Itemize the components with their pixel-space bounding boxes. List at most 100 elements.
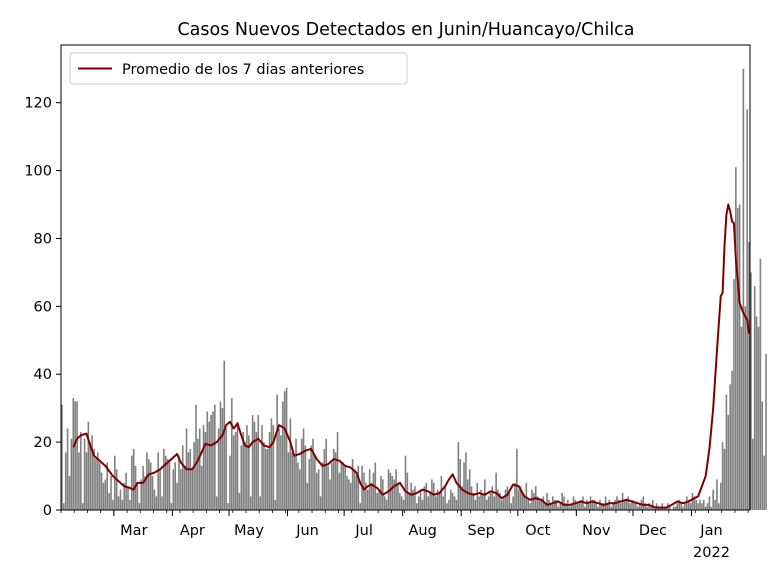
daily-case-bar	[499, 493, 501, 510]
daily-case-bar	[521, 493, 524, 510]
daily-case-bar	[80, 431, 82, 510]
x-axis: Mar Apr May Jun Jul Aug Sep Oct Nov Dec Jan 2022	[60, 510, 749, 561]
daily-case-bar	[234, 431, 237, 510]
daily-case-bar	[102, 482, 105, 510]
daily-case-bar	[151, 476, 154, 510]
daily-case-bar	[221, 408, 224, 510]
daily-case-bar	[584, 506, 586, 510]
daily-case-bar	[114, 455, 116, 510]
daily-case-bar	[261, 425, 263, 510]
daily-case-bar	[389, 472, 392, 510]
daily-case-bar	[106, 462, 109, 510]
daily-case-bar	[517, 489, 520, 510]
daily-case-bar	[497, 489, 499, 510]
daily-case-bar	[510, 503, 513, 510]
daily-case-bar	[466, 479, 469, 510]
daily-case-bar	[765, 353, 767, 510]
daily-case-bar	[144, 476, 146, 510]
daily-case-bar	[248, 435, 250, 510]
daily-case-bar	[272, 425, 275, 510]
daily-case-bar	[623, 499, 626, 510]
daily-case-bar	[736, 207, 739, 511]
daily-case-bar	[576, 503, 579, 510]
daily-case-bar	[331, 462, 333, 510]
daily-case-bar	[565, 503, 567, 510]
daily-case-bar	[544, 503, 546, 510]
daily-case-bar	[244, 442, 246, 510]
daily-case-bar	[425, 482, 428, 510]
daily-case-bar	[695, 499, 697, 510]
daily-case-bar	[444, 486, 446, 510]
daily-case-bar	[223, 360, 226, 510]
x-tick-label: Nov	[582, 523, 611, 539]
daily-case-bar	[115, 469, 118, 510]
daily-case-bar	[502, 496, 505, 510]
daily-case-bar	[546, 493, 548, 510]
x-tick-label: Sep	[468, 523, 495, 539]
daily-case-bar	[63, 503, 65, 510]
daily-case-bar	[417, 496, 420, 510]
daily-case-bar	[157, 452, 160, 510]
daily-case-bar	[298, 469, 301, 510]
daily-case-bar	[680, 503, 682, 510]
daily-case-bar	[453, 496, 456, 510]
daily-case-bar	[438, 493, 441, 510]
daily-case-bar	[702, 499, 705, 510]
daily-case-bar	[614, 499, 616, 510]
daily-case-bar	[370, 482, 373, 510]
daily-case-bar	[93, 448, 95, 510]
daily-case-bar	[687, 499, 690, 510]
y-tick-label: 0	[43, 503, 52, 519]
daily-case-bar	[578, 503, 580, 510]
daily-case-bar	[742, 68, 745, 510]
daily-case-bar	[678, 499, 681, 510]
daily-case-bar	[321, 462, 324, 510]
daily-case-bar	[553, 499, 556, 510]
daily-case-bar	[255, 431, 258, 510]
daily-case-bar	[163, 448, 165, 510]
daily-case-bar	[181, 445, 184, 510]
daily-case-bar	[170, 503, 173, 510]
daily-case-bar	[448, 499, 450, 510]
daily-case-bar	[187, 452, 190, 510]
daily-case-bar	[591, 499, 594, 510]
daily-case-bar	[276, 394, 278, 510]
daily-case-bar	[712, 489, 714, 510]
daily-case-bar	[646, 506, 648, 510]
daily-case-bar	[117, 496, 120, 510]
daily-case-bar	[433, 482, 435, 510]
daily-case-bar	[308, 459, 311, 510]
daily-case-bar	[429, 493, 431, 510]
daily-case-bar	[193, 442, 195, 510]
daily-case-bar	[344, 465, 346, 510]
daily-case-bar	[365, 482, 367, 510]
daily-case-bar	[416, 503, 418, 510]
daily-case-bar	[68, 476, 71, 510]
daily-case-bar	[291, 452, 294, 510]
daily-case-bar	[246, 425, 248, 510]
daily-case-bar	[601, 503, 603, 510]
daily-case-bar	[349, 482, 352, 510]
daily-case-bar	[366, 489, 369, 510]
daily-case-bar	[132, 448, 135, 510]
daily-case-bar	[130, 455, 133, 510]
daily-case-bar	[697, 503, 699, 510]
y-tick-label: 40	[34, 367, 52, 383]
daily-case-bar	[644, 503, 647, 510]
daily-case-bar	[476, 482, 479, 510]
daily-case-bar	[504, 489, 507, 510]
daily-case-bar	[608, 499, 611, 510]
rolling-average-line	[72, 203, 751, 509]
daily-case-bar	[710, 506, 713, 510]
daily-case-bar	[83, 438, 86, 510]
daily-case-bar	[229, 455, 231, 510]
daily-case-bar	[436, 489, 439, 510]
daily-case-bar	[198, 428, 201, 510]
daily-case-bar	[508, 493, 511, 510]
daily-case-bar	[342, 462, 344, 510]
daily-case-bar	[604, 496, 607, 510]
daily-case-bar	[557, 506, 560, 510]
daily-case-bar	[155, 496, 158, 510]
daily-case-bar	[408, 493, 411, 510]
daily-case-bar	[638, 503, 641, 510]
